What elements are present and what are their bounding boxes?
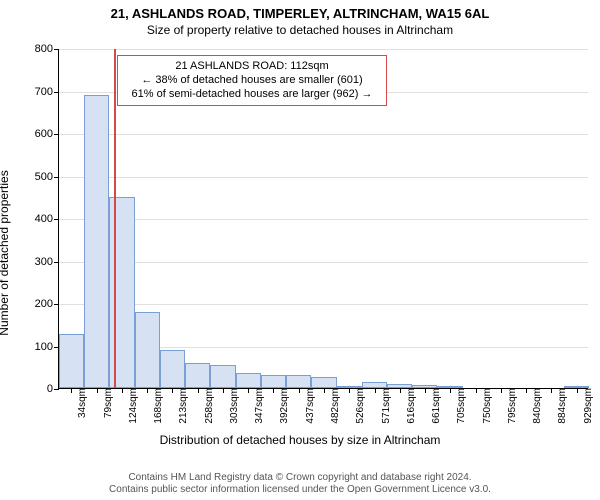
- y-tick-label: 0: [47, 383, 59, 395]
- footer-line-1: Contains HM Land Registry data © Crown c…: [0, 472, 600, 484]
- y-tick-label: 800: [35, 43, 59, 55]
- x-axis-label: Distribution of detached houses by size …: [0, 433, 600, 447]
- gridline: [59, 262, 588, 263]
- x-tick-label: 661sqm: [425, 388, 442, 424]
- histogram-bar: [311, 377, 336, 388]
- gridline: [59, 49, 588, 50]
- y-tick-label: 200: [35, 298, 59, 310]
- annotation-box: 21 ASHLANDS ROAD: 112sqm← 38% of detache…: [117, 55, 387, 106]
- y-tick-label: 700: [35, 86, 59, 98]
- gridline: [59, 219, 588, 220]
- histogram-bar: [59, 334, 84, 388]
- gridline: [59, 177, 588, 178]
- x-tick-label: 258sqm: [198, 388, 215, 424]
- histogram-bar: [109, 197, 134, 388]
- x-tick-label: 303sqm: [223, 388, 240, 424]
- x-tick-label: 124sqm: [122, 388, 139, 424]
- histogram-bar: [160, 350, 185, 388]
- y-axis-label: Number of detached properties: [0, 170, 11, 335]
- chart-container: Number of detached properties 0100200300…: [0, 41, 600, 451]
- x-tick-label: 526sqm: [349, 388, 366, 424]
- histogram-bar: [210, 365, 235, 388]
- x-tick-label: 347sqm: [248, 388, 265, 424]
- histogram-bar: [135, 312, 160, 389]
- title-sub: Size of property relative to detached ho…: [0, 21, 600, 41]
- histogram-bar: [185, 363, 210, 389]
- x-tick-label: 929sqm: [577, 388, 594, 424]
- y-tick-label: 400: [35, 213, 59, 225]
- histogram-bar: [236, 373, 261, 388]
- x-tick-label: 437sqm: [299, 388, 316, 424]
- histogram-bar: [286, 375, 311, 388]
- x-tick-label: 705sqm: [450, 388, 467, 424]
- y-tick-label: 100: [35, 341, 59, 353]
- gridline: [59, 134, 588, 135]
- x-tick-label: 482sqm: [324, 388, 341, 424]
- x-tick-label: 750sqm: [476, 388, 493, 424]
- y-tick-label: 300: [35, 256, 59, 268]
- footer-line-2: Contains public sector information licen…: [0, 484, 600, 496]
- gridline: [59, 304, 588, 305]
- plot-area: 010020030040050060070080034sqm79sqm124sq…: [58, 49, 588, 389]
- histogram-bar: [261, 375, 286, 388]
- x-tick-label: 571sqm: [375, 388, 392, 424]
- x-tick-label: 213sqm: [172, 388, 189, 424]
- y-tick-label: 500: [35, 171, 59, 183]
- x-tick-label: 79sqm: [97, 388, 114, 418]
- annotation-line: ← 38% of detached houses are smaller (60…: [126, 74, 378, 88]
- title-main: 21, ASHLANDS ROAD, TIMPERLEY, ALTRINCHAM…: [0, 0, 600, 21]
- footer-attribution: Contains HM Land Registry data © Crown c…: [0, 472, 600, 496]
- y-tick-label: 600: [35, 128, 59, 140]
- x-tick-label: 840sqm: [526, 388, 543, 424]
- x-tick-label: 392sqm: [273, 388, 290, 424]
- annotation-line: 61% of semi-detached houses are larger (…: [126, 88, 378, 102]
- x-tick-label: 616sqm: [400, 388, 417, 424]
- x-tick-label: 884sqm: [551, 388, 568, 424]
- x-tick-label: 168sqm: [147, 388, 164, 424]
- annotation-line: 21 ASHLANDS ROAD: 112sqm: [126, 60, 378, 74]
- x-tick-label: 795sqm: [501, 388, 518, 424]
- histogram-bar: [84, 95, 109, 388]
- x-tick-label: 34sqm: [71, 388, 88, 418]
